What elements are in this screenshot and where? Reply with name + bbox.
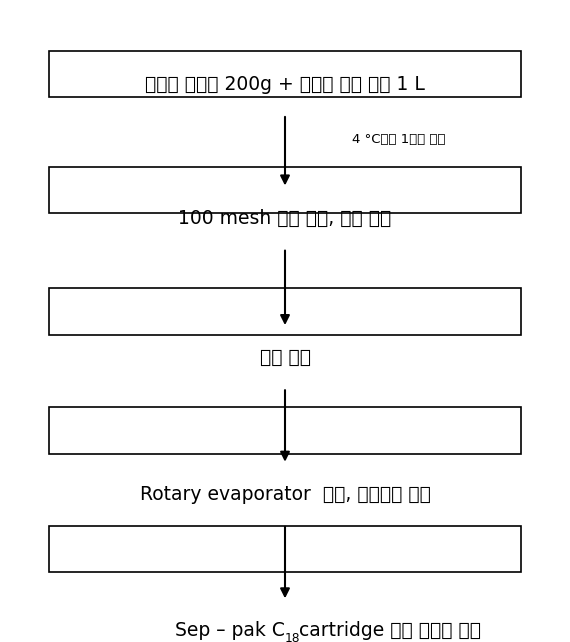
Text: 100 mesh 체를 이용, 과실 제거: 100 mesh 체를 이용, 과실 제거 xyxy=(178,209,392,227)
Text: 18: 18 xyxy=(285,632,300,642)
Text: 4 °C에서 1시간 용출: 4 °C에서 1시간 용출 xyxy=(352,132,446,146)
FancyBboxPatch shape xyxy=(49,167,521,213)
Text: Sep – pak C: Sep – pak C xyxy=(175,621,285,640)
FancyBboxPatch shape xyxy=(49,288,521,334)
Text: Rotary evaporator  이용, 유기용매 제거: Rotary evaporator 이용, 유기용매 제거 xyxy=(140,485,430,504)
FancyBboxPatch shape xyxy=(49,51,521,97)
Text: cartridge 이용 색소체 추출: cartridge 이용 색소체 추출 xyxy=(294,621,482,640)
FancyBboxPatch shape xyxy=(49,407,521,454)
FancyBboxPatch shape xyxy=(49,526,521,573)
Text: 감압 여과: 감압 여과 xyxy=(259,348,311,367)
Text: 건조된 오가자 200g + 다양한 추출 용매 1 L: 건조된 오가자 200g + 다양한 추출 용매 1 L xyxy=(145,75,425,94)
